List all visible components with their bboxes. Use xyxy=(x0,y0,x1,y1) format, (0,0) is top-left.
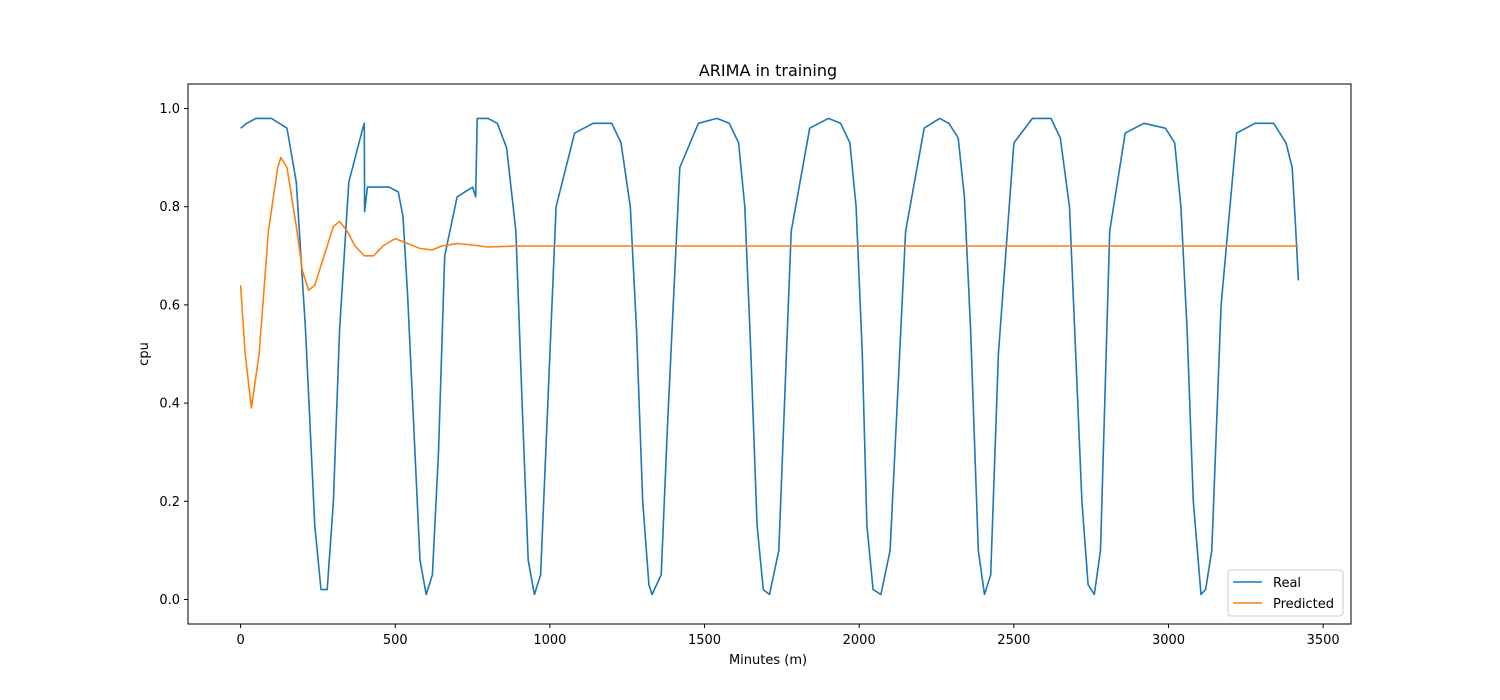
plot-area xyxy=(187,83,1352,625)
y-tick-label: 0.4 xyxy=(159,397,180,412)
series-line-predicted xyxy=(239,156,1299,409)
x-tick-label: 3500 xyxy=(1307,633,1340,648)
x-tick-label: 2000 xyxy=(843,633,876,648)
series-line-real xyxy=(240,117,1300,596)
x-tick-label: 2500 xyxy=(997,633,1030,648)
y-tick-label: 0.8 xyxy=(159,200,180,215)
x-tick-label: 3000 xyxy=(1152,633,1185,648)
x-tick-label: 500 xyxy=(383,633,408,648)
y-tick-label: 1.0 xyxy=(159,102,180,117)
chart-title: ARIMA in training xyxy=(699,61,837,80)
x-tick-label: 0 xyxy=(236,633,244,648)
x-tick-label: 1000 xyxy=(533,633,566,648)
legend-label-real: Real xyxy=(1273,576,1301,591)
y-tick-label: 0.2 xyxy=(159,495,180,510)
x-axis: 0 500 1000 1500 2000 2500 3000 3500 xyxy=(236,624,1340,648)
x-tick-label: 1500 xyxy=(688,633,721,648)
y-tick-label: 0.6 xyxy=(159,298,180,313)
x-axis-label: Minutes (m) xyxy=(729,653,807,668)
y-axis: 0.0 0.2 0.4 0.6 0.8 1.0 xyxy=(159,102,188,608)
legend-label-predicted: Predicted xyxy=(1273,597,1334,612)
legend: Real Predicted xyxy=(1227,569,1344,617)
y-tick-label: 0.0 xyxy=(159,593,180,608)
series-layer xyxy=(239,117,1300,596)
y-axis-label: cpu xyxy=(137,342,152,366)
axes-frame xyxy=(187,83,1352,625)
